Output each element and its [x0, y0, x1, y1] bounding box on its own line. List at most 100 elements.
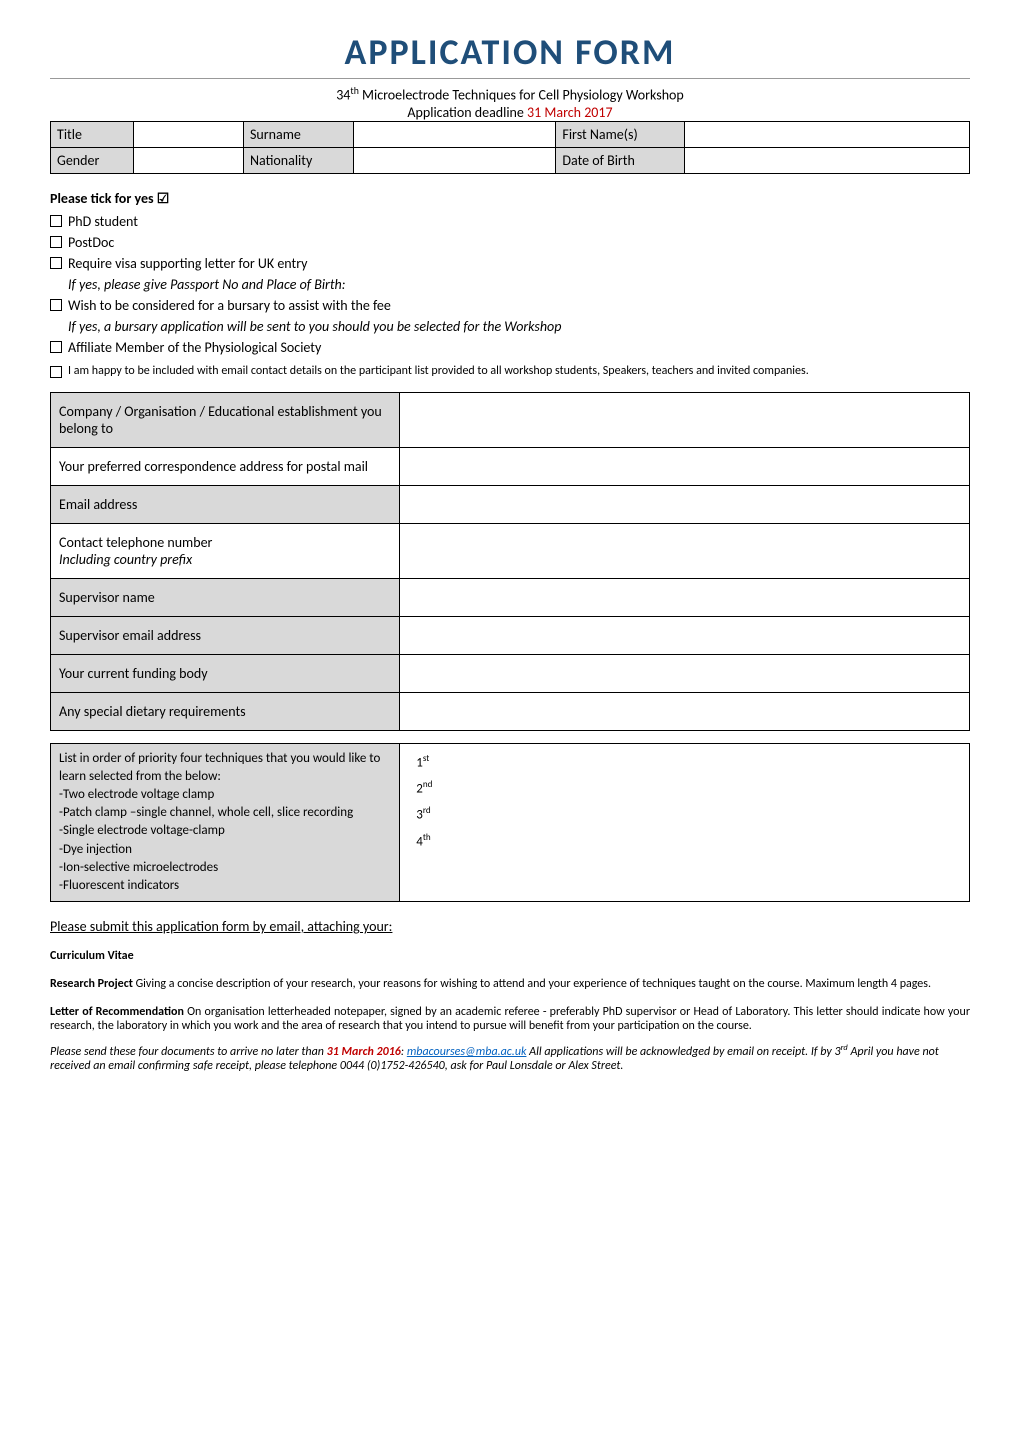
priority-4: 4th [412, 829, 957, 855]
bursary-note: If yes, a bursary application will be se… [50, 318, 970, 335]
footer-send: Please send these four documents to arri… [50, 1043, 970, 1073]
label-funding: Your current funding body [51, 654, 400, 692]
send-prefix: Please send these four documents to arri… [50, 1045, 327, 1059]
checkbox-affiliate[interactable]: Affiliate Member of the Physiological So… [50, 339, 970, 356]
table-row: Email address [51, 485, 970, 523]
phone-line1: Contact telephone number [59, 534, 212, 551]
checkbox-icon [50, 299, 62, 311]
priority-3: 3rd [412, 802, 957, 828]
technique-item: -Two electrode voltage clamp [59, 786, 391, 804]
input-phone[interactable] [400, 523, 970, 578]
deadline-line: Application deadline 31 March 2017 [50, 104, 970, 121]
input-funding[interactable] [400, 654, 970, 692]
send-email-link[interactable]: mbacourses@mba.ac.uk [407, 1045, 527, 1059]
label-company: Company / Organisation / Educational est… [51, 392, 400, 447]
priority-table: List in order of priority four technique… [50, 743, 970, 903]
input-nationality[interactable] [354, 147, 556, 173]
technique-item: -Fluorescent indicators [59, 877, 391, 895]
checkbox-label: I am happy to be included with email con… [68, 364, 809, 378]
ord-num: 3 [416, 808, 423, 823]
priority-1: 1st [412, 750, 957, 776]
label-phone: Contact telephone number Including count… [51, 523, 400, 578]
footer-research: Research Project Giving a concise descri… [50, 977, 970, 991]
checkbox-label: PostDoc [68, 234, 114, 251]
checkbox-label: Affiliate Member of the Physiological So… [68, 339, 321, 356]
table-row: Your current funding body [51, 654, 970, 692]
input-title[interactable] [133, 121, 243, 147]
priority-left: List in order of priority four technique… [51, 743, 400, 902]
priority-intro: List in order of priority four technique… [59, 750, 391, 786]
label-title: Title [51, 121, 134, 147]
label-supervisor-email: Supervisor email address [51, 616, 400, 654]
checkbox-icon [50, 341, 62, 353]
input-email[interactable] [400, 485, 970, 523]
checkbox-icon [50, 236, 62, 248]
footer-lor: Letter of Recommendation On organisation… [50, 1005, 970, 1033]
input-address[interactable] [400, 447, 970, 485]
ord-num: 1 [416, 755, 423, 770]
table-row: Any special dietary requirements [51, 692, 970, 730]
priority-right[interactable]: 1st 2nd 3rd 4th [400, 743, 970, 902]
label-surname: Surname [243, 121, 353, 147]
subtitle: 34th Microelectrode Techniques for Cell … [50, 85, 970, 104]
checkbox-bursary[interactable]: Wish to be considered for a bursary to a… [50, 297, 970, 314]
label-address: Your preferred correspondence address fo… [51, 447, 400, 485]
send-deadline: 31 March 2016 [327, 1045, 401, 1059]
input-firstname[interactable] [685, 121, 970, 147]
phone-line2: Including country prefix [59, 551, 192, 568]
checkbox-header: Please tick for yes ☑ [50, 190, 970, 207]
technique-item: -Ion-selective microelectrodes [59, 859, 391, 877]
checkbox-label: Wish to be considered for a bursary to a… [68, 297, 391, 314]
cv-title: Curriculum Vitae [50, 949, 134, 963]
divider [50, 78, 970, 79]
input-company[interactable] [400, 392, 970, 447]
input-dietary[interactable] [400, 692, 970, 730]
ord-sup: st [423, 753, 430, 764]
ord-num: 4 [416, 834, 423, 849]
checkbox-postdoc[interactable]: PostDoc [50, 234, 970, 251]
table-row: Supervisor email address [51, 616, 970, 654]
page-title: APPLICATION FORM [50, 30, 970, 74]
checkbox-icon [50, 215, 62, 227]
input-surname[interactable] [354, 121, 556, 147]
label-nationality: Nationality [243, 147, 353, 173]
footer-cv: Curriculum Vitae [50, 949, 970, 963]
input-supervisor-email[interactable] [400, 616, 970, 654]
label-dob: Date of Birth [556, 147, 685, 173]
visa-note: If yes, please give Passport No and Plac… [50, 276, 970, 293]
rp-text: Giving a concise description of your res… [136, 977, 931, 991]
subtitle-sup: th [350, 85, 358, 97]
subtitle-number: 34 [336, 87, 350, 104]
submit-instruction: Please submit this application form by e… [50, 918, 970, 935]
lor-title: Letter of Recommendation [50, 1005, 187, 1019]
ord-sup: rd [423, 805, 431, 816]
table-row: Contact telephone number Including count… [51, 523, 970, 578]
table-row: Company / Organisation / Educational est… [51, 392, 970, 447]
input-gender[interactable] [133, 147, 243, 173]
label-email: Email address [51, 485, 400, 523]
subtitle-text: Microelectrode Techniques for Cell Physi… [359, 87, 684, 104]
table-row: Title Surname First Name(s) [51, 121, 970, 147]
checkbox-phd[interactable]: PhD student [50, 213, 970, 230]
lor-text: On organisation letterheaded notepaper, … [50, 1005, 970, 1033]
label-gender: Gender [51, 147, 134, 173]
input-supervisor[interactable] [400, 578, 970, 616]
checkbox-visa[interactable]: Require visa supporting letter for UK en… [50, 255, 970, 272]
table-row: Gender Nationality Date of Birth [51, 147, 970, 173]
checkbox-icon [50, 366, 62, 378]
table-row: Your preferred correspondence address fo… [51, 447, 970, 485]
priority-2: 2nd [412, 776, 957, 802]
ord-sup: th [423, 832, 431, 843]
deadline-date: 31 March 2017 [527, 104, 613, 121]
technique-item: -Single electrode voltage-clamp [59, 822, 391, 840]
checkbox-label: PhD student [68, 213, 138, 230]
input-dob[interactable] [685, 147, 970, 173]
technique-item: -Patch clamp –single channel, whole cell… [59, 804, 391, 822]
send-sup: rd [841, 1043, 848, 1053]
checkbox-email-consent[interactable]: I am happy to be included with email con… [50, 364, 970, 378]
send-rest: All applications will be acknowledged by… [526, 1045, 840, 1059]
label-supervisor: Supervisor name [51, 578, 400, 616]
details-table: Company / Organisation / Educational est… [50, 392, 970, 731]
personal-info-table: Title Surname First Name(s) Gender Natio… [50, 121, 970, 174]
label-dietary: Any special dietary requirements [51, 692, 400, 730]
